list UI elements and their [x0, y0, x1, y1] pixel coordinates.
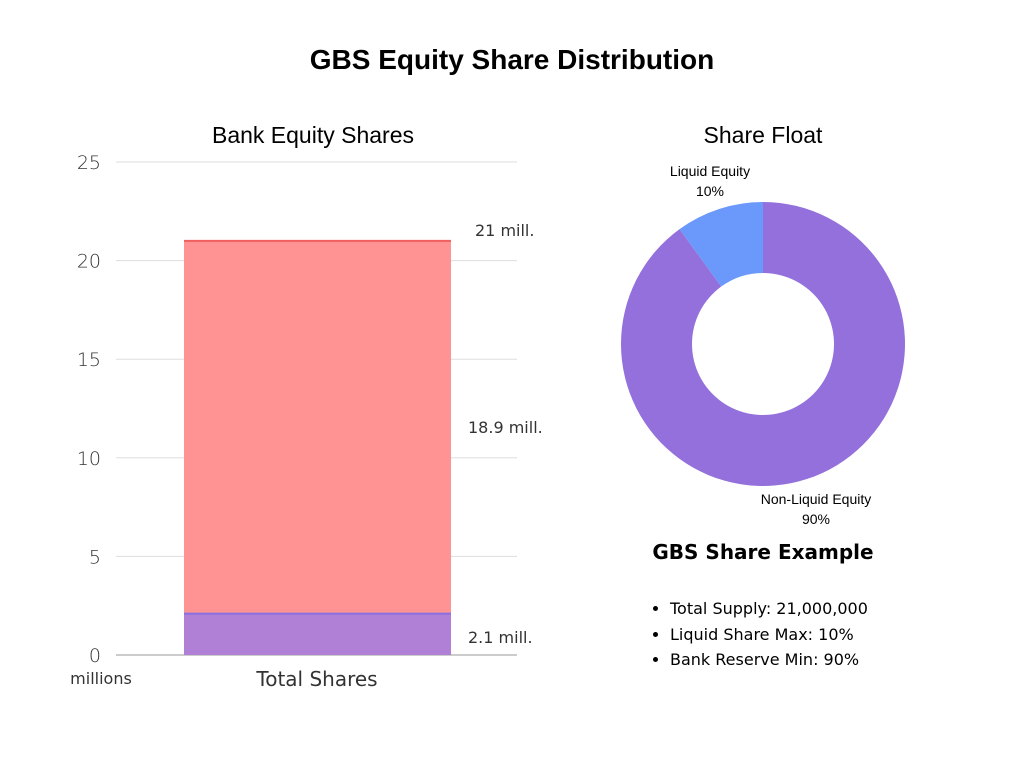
example-list: Total Supply: 21,000,000 Liquid Share Ma…: [652, 596, 868, 673]
bar-data-label: 2.1 mill.: [468, 628, 533, 647]
y-unit-label: millions: [70, 669, 132, 688]
bar-data-label: 18.9 mill.: [468, 418, 543, 437]
donut-slice-label: Non-Liquid Equity: [761, 491, 872, 507]
donut-chart-title: Share Float: [703, 122, 823, 148]
bar-segment: [184, 613, 451, 655]
y-tick-label: 15: [77, 349, 101, 371]
bar-total-label: 21 mill.: [475, 221, 534, 240]
donut-slice-label: Liquid Equity: [670, 163, 750, 179]
y-tick-label: 5: [89, 546, 101, 568]
example-item: Liquid Share Max: 10%: [670, 622, 868, 648]
example-item: Total Supply: 21,000,000: [670, 596, 868, 622]
donut-slice: [679, 202, 763, 287]
example-item: Bank Reserve Min: 90%: [670, 647, 868, 673]
y-tick-label: 25: [77, 152, 101, 174]
donut-slice-pct: 90%: [802, 511, 830, 527]
example-title: GBS Share Example: [652, 540, 874, 564]
page-title: GBS Equity Share Distribution: [309, 44, 715, 75]
x-category-label: Total Shares: [255, 667, 377, 691]
donut-slice-pct: 10%: [696, 183, 724, 199]
y-tick-label: 10: [77, 448, 101, 470]
y-tick-label: 0: [89, 645, 101, 667]
y-tick-label: 20: [77, 251, 101, 273]
bar-segment: [184, 240, 451, 614]
donut-slice: [621, 202, 905, 486]
bar-chart-title: Bank Equity Shares: [211, 122, 414, 148]
